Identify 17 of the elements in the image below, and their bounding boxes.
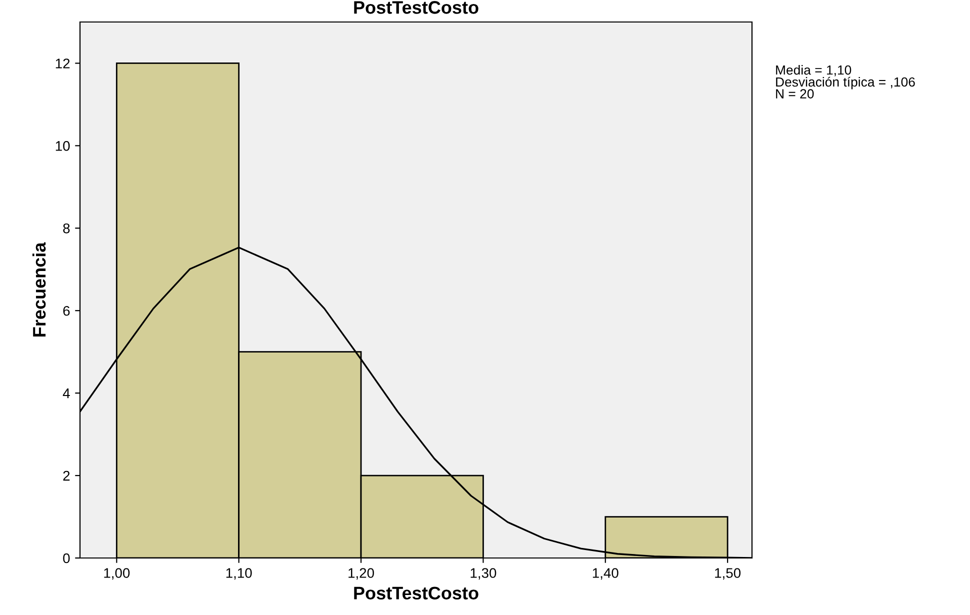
y-tick-label: 4 — [62, 388, 70, 398]
y-tick-label: 6 — [63, 306, 70, 316]
x-tick-label: 1,20 — [348, 568, 374, 580]
y-tick-label: 8 — [63, 223, 70, 234]
x-tick-label: 1,40 — [592, 568, 618, 580]
y-tick-label: 10 — [56, 141, 70, 151]
chart-title: PostTestCosto — [354, 1, 478, 14]
x-axis-title: PostTestCosto — [354, 586, 478, 600]
x-tick-label: 1,10 — [226, 568, 252, 580]
text: Media = 1,10 Desviación típica = ,106 N = 20 — [776, 65, 915, 98]
x-tick-label: 1,30 — [470, 568, 496, 580]
y-tick-label: 0 — [63, 553, 70, 564]
x-tick-label: 1,50 — [715, 568, 741, 580]
y-axis-title: Frecuencia — [32, 242, 46, 336]
x-tick-label: 1,00 — [104, 568, 130, 580]
y-tick-label: 12 — [56, 58, 70, 68]
y-tick-label: 2 — [63, 470, 70, 481]
